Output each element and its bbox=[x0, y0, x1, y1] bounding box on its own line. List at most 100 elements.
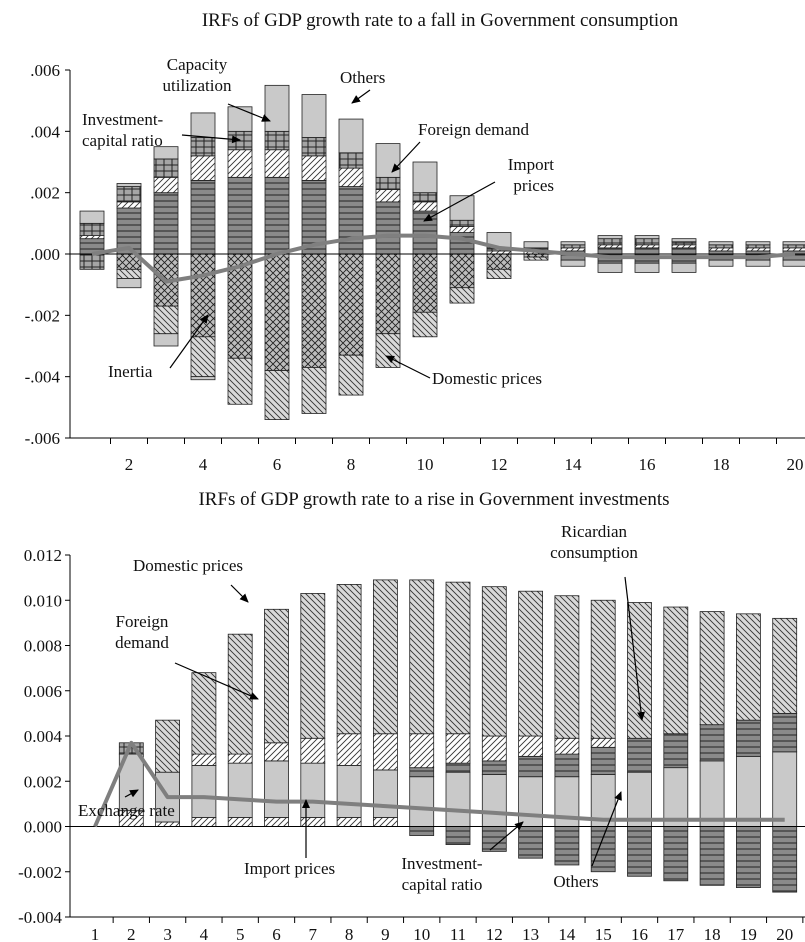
bar-segment-others bbox=[190, 376, 216, 381]
chart-government-investments: IRFs of GDP growth rate to a rise in Gov… bbox=[18, 489, 805, 942]
annotation-line: Foreign bbox=[116, 612, 169, 631]
bar-segment-foreign bbox=[336, 733, 362, 766]
x-tick-label: 16 bbox=[639, 455, 656, 474]
bar-segment-others bbox=[191, 765, 217, 818]
x-tick-label: 10 bbox=[413, 925, 430, 942]
chart-title: IRFs of GDP growth rate to a fall in Gov… bbox=[202, 10, 679, 31]
bar-segment-investment bbox=[445, 826, 471, 846]
x-tick-labels: 2 4 6 8 10 12 14 16 18 20 bbox=[125, 455, 804, 474]
bar-segment-domestic bbox=[554, 595, 580, 739]
annotation-line: Import prices bbox=[244, 859, 335, 878]
annotation-arrow bbox=[591, 791, 622, 867]
bar-segment-others bbox=[264, 84, 290, 132]
bar-segment-exchange bbox=[372, 817, 398, 827]
y-tick-label: .000 bbox=[30, 245, 60, 264]
x-tick-label: 18 bbox=[704, 925, 721, 942]
x-tick-label: 16 bbox=[631, 925, 648, 942]
annotation-line: demand bbox=[115, 633, 169, 652]
bar-segment-exchange bbox=[227, 817, 253, 827]
bar-segment-exchange bbox=[264, 817, 289, 827]
bar-segment-others bbox=[372, 769, 398, 818]
bar-segment-investment bbox=[663, 826, 689, 882]
bar-segment-others bbox=[745, 241, 771, 246]
bar-segment-exchange bbox=[336, 817, 362, 827]
bar-segment-domestic bbox=[227, 357, 253, 405]
bar-segment-domestic bbox=[153, 305, 179, 335]
y-tick-label: .006 bbox=[30, 61, 60, 80]
annotation-arrow bbox=[423, 181, 496, 222]
annotation-import: Import prices bbox=[508, 155, 555, 195]
y-tick-label: 0.002 bbox=[24, 772, 62, 791]
x-tick-label: 8 bbox=[347, 455, 356, 474]
bar-segment-foreign bbox=[227, 753, 253, 764]
annotations: Capacity utilization Others Investment-capi… bbox=[82, 55, 554, 388]
bar-segment-investment bbox=[590, 746, 616, 775]
chart-axes bbox=[65, 69, 805, 444]
bar-segment-investment bbox=[554, 753, 580, 778]
bar-segment-others bbox=[523, 241, 549, 249]
bar-segment-domestic bbox=[372, 579, 398, 735]
x-tick-label: 4 bbox=[199, 455, 208, 474]
x-tick-label: 14 bbox=[565, 455, 583, 474]
y-tick-label: 0.008 bbox=[24, 637, 62, 656]
bar-segment-domestic bbox=[338, 354, 364, 396]
bar-segment-import bbox=[782, 244, 805, 249]
bar-segment-exchange bbox=[191, 817, 217, 827]
annotation-capacity: Capacity utilization bbox=[163, 55, 232, 95]
y-tick-label: -.004 bbox=[25, 368, 61, 387]
x-tick-label: 20 bbox=[776, 925, 793, 942]
bar-segment-investment bbox=[264, 176, 290, 255]
bar-segment-import bbox=[264, 130, 290, 151]
annotation-ricardian: Ricardian consumption bbox=[550, 522, 638, 562]
x-tick-label: 9 bbox=[381, 925, 390, 942]
bar-segment-inertia bbox=[449, 253, 475, 289]
bar-segment-others bbox=[597, 262, 623, 273]
bar-segment-domestic bbox=[481, 586, 507, 737]
bar-segment-investment bbox=[699, 724, 725, 762]
bar-segment-others bbox=[782, 259, 805, 267]
annotation-arrow bbox=[169, 314, 209, 369]
annotation-line: consumption bbox=[550, 543, 638, 562]
y-tick-label: 0.010 bbox=[24, 591, 62, 610]
annotation-line: Exchange rate bbox=[78, 801, 175, 820]
bar-segment-domestic bbox=[264, 370, 290, 420]
bar-segment-domestic bbox=[116, 268, 142, 279]
bar-segment-capacity bbox=[116, 201, 142, 209]
irf-line bbox=[91, 233, 796, 284]
x-tick-label: 6 bbox=[273, 455, 282, 474]
bar-segment-others bbox=[300, 762, 326, 818]
bar-segment-capacity bbox=[634, 244, 660, 249]
chart-bars bbox=[118, 579, 798, 893]
bar-segment-investment bbox=[518, 755, 543, 778]
bar-segment-import bbox=[338, 152, 364, 169]
annotation-arrow bbox=[181, 134, 241, 144]
bar-segment-import bbox=[449, 219, 475, 227]
bar-segment-capacity bbox=[301, 155, 327, 181]
annotation-arrow bbox=[391, 141, 421, 173]
annotation-line: Domestic prices bbox=[133, 556, 243, 575]
bar-segment-others bbox=[736, 755, 761, 827]
bar-segment-exchange bbox=[300, 817, 326, 827]
annotation-line: utilization bbox=[163, 76, 232, 95]
annotation-foreign: Foreign demand bbox=[115, 612, 169, 652]
bar-segment-others bbox=[79, 210, 105, 224]
bar-segment-investment bbox=[634, 247, 660, 255]
annotation-import: Import prices bbox=[244, 859, 335, 878]
x-tick-label: 11 bbox=[450, 925, 466, 942]
x-tick-label: 13 bbox=[522, 925, 539, 942]
bar-segment-investment bbox=[409, 826, 435, 836]
bar-segment-domestic bbox=[264, 608, 289, 744]
bar-segment-domestic bbox=[301, 367, 327, 414]
bar-segment-others bbox=[597, 235, 623, 240]
y-tick-labels: .006 .004 .002 .000 -.002 -.004 -.006 bbox=[25, 61, 61, 448]
bar-segment-investment bbox=[518, 826, 543, 859]
x-tick-label: 5 bbox=[236, 925, 245, 942]
bar-segment-domestic bbox=[227, 633, 253, 755]
bar-segment-others bbox=[699, 760, 725, 827]
annotation-domestic: Domestic prices bbox=[432, 369, 542, 388]
bar-segment-inertia bbox=[190, 253, 216, 338]
annotation-arrow bbox=[624, 576, 646, 721]
bar-segment-others bbox=[190, 112, 216, 138]
y-tick-label: 0.012 bbox=[24, 546, 62, 565]
bar-segment-capacity bbox=[375, 189, 401, 203]
